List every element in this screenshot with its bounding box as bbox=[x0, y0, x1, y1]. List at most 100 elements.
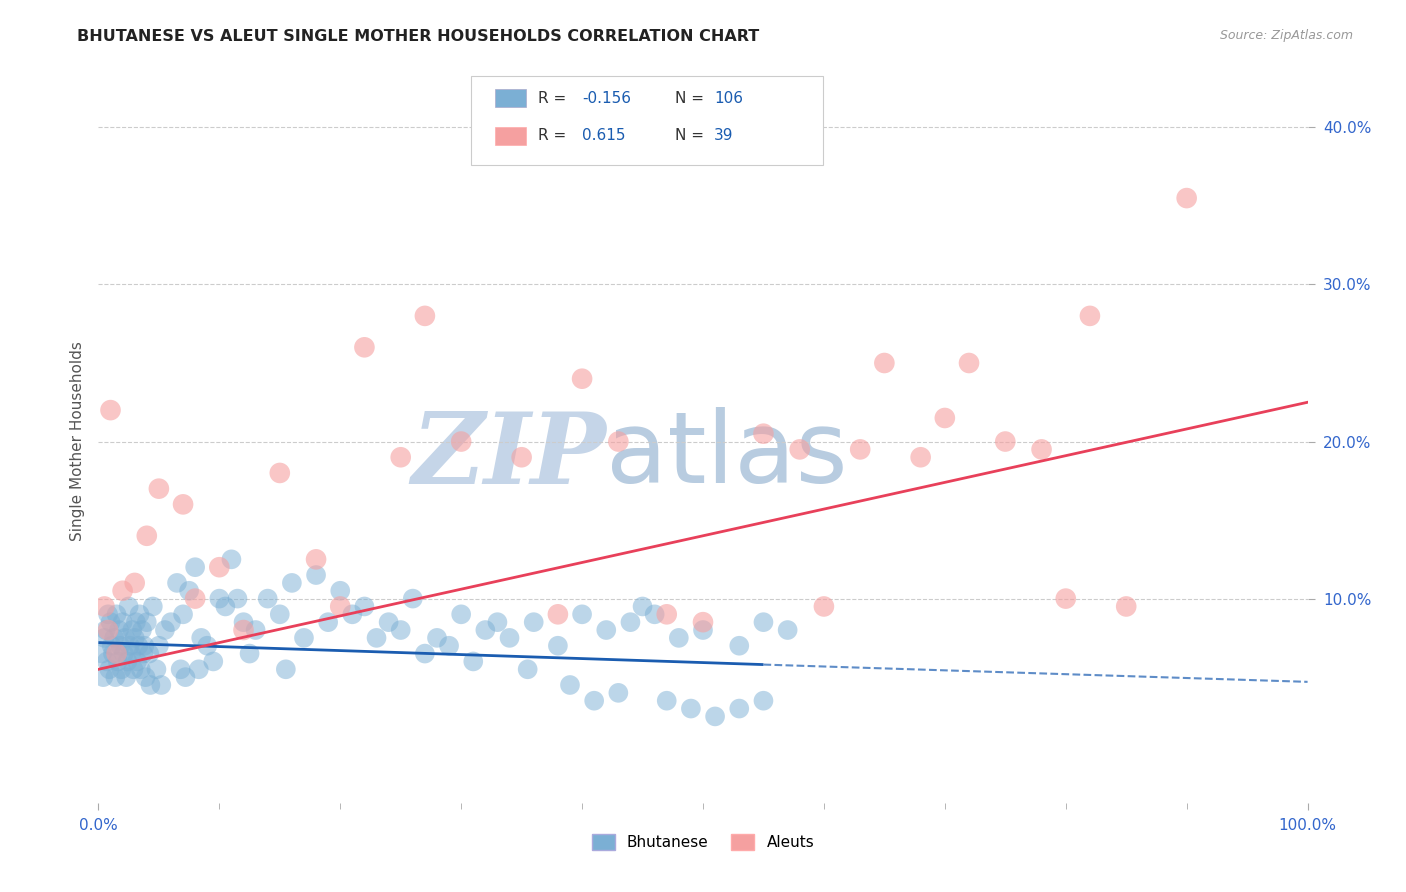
Point bbox=[571, 607, 593, 622]
Text: N =: N = bbox=[675, 91, 709, 106]
Point bbox=[100, 403, 122, 417]
Point bbox=[269, 466, 291, 480]
Point bbox=[202, 655, 225, 669]
Point bbox=[776, 623, 799, 637]
Point bbox=[849, 442, 872, 457]
Point bbox=[142, 599, 165, 614]
Point bbox=[172, 497, 194, 511]
Point bbox=[148, 639, 170, 653]
Point bbox=[813, 599, 835, 614]
Legend: Bhutanese, Aleuts: Bhutanese, Aleuts bbox=[585, 829, 821, 856]
Point bbox=[118, 639, 141, 653]
Point bbox=[174, 670, 197, 684]
Point bbox=[450, 434, 472, 449]
Point bbox=[91, 647, 114, 661]
Point bbox=[305, 568, 328, 582]
Point bbox=[111, 615, 134, 630]
Point bbox=[281, 575, 304, 590]
Point bbox=[752, 694, 775, 708]
Point bbox=[125, 615, 148, 630]
Point bbox=[100, 639, 122, 653]
Point bbox=[131, 623, 153, 637]
Point bbox=[148, 482, 170, 496]
Point bbox=[692, 623, 714, 637]
Point bbox=[153, 623, 176, 637]
Text: R =: R = bbox=[538, 91, 572, 106]
Point bbox=[150, 678, 173, 692]
Point bbox=[195, 639, 218, 653]
Point bbox=[134, 639, 156, 653]
Point bbox=[108, 623, 131, 637]
Point bbox=[97, 607, 120, 622]
Point bbox=[245, 623, 267, 637]
Point bbox=[389, 450, 412, 465]
Point bbox=[139, 678, 162, 692]
Point bbox=[256, 591, 278, 606]
Text: ZIP: ZIP bbox=[412, 408, 606, 504]
Point bbox=[135, 670, 157, 684]
Point bbox=[274, 662, 297, 676]
Point bbox=[910, 450, 932, 465]
Point bbox=[112, 647, 135, 661]
Point bbox=[122, 662, 145, 676]
Point bbox=[547, 639, 569, 653]
Point bbox=[728, 701, 751, 715]
Point bbox=[292, 631, 315, 645]
Point bbox=[190, 631, 212, 645]
Point bbox=[1115, 599, 1137, 614]
Point bbox=[486, 615, 509, 630]
Text: BHUTANESE VS ALEUT SINGLE MOTHER HOUSEHOLDS CORRELATION CHART: BHUTANESE VS ALEUT SINGLE MOTHER HOUSEHO… bbox=[77, 29, 759, 44]
Point bbox=[789, 442, 811, 457]
Point bbox=[437, 639, 460, 653]
Point bbox=[413, 647, 436, 661]
Point bbox=[128, 607, 150, 622]
Point bbox=[97, 623, 120, 637]
Point bbox=[595, 623, 617, 637]
Point bbox=[377, 615, 399, 630]
Point bbox=[631, 599, 654, 614]
Point bbox=[232, 623, 254, 637]
Point bbox=[342, 607, 364, 622]
Point bbox=[752, 426, 775, 441]
Point bbox=[124, 631, 146, 645]
Point bbox=[98, 662, 121, 676]
Point bbox=[474, 623, 496, 637]
Point bbox=[127, 655, 149, 669]
Point bbox=[118, 599, 141, 614]
Point bbox=[124, 575, 146, 590]
Point bbox=[668, 631, 690, 645]
Point bbox=[316, 615, 339, 630]
Point bbox=[644, 607, 666, 622]
Point bbox=[96, 655, 118, 669]
Point bbox=[94, 623, 117, 637]
Point bbox=[172, 607, 194, 622]
Point bbox=[366, 631, 388, 645]
Point bbox=[169, 662, 191, 676]
Point bbox=[104, 670, 127, 684]
Point bbox=[329, 583, 352, 598]
Point bbox=[108, 639, 131, 653]
Point bbox=[516, 662, 538, 676]
Point bbox=[704, 709, 727, 723]
Point bbox=[1031, 442, 1053, 457]
Point bbox=[110, 662, 132, 676]
Point bbox=[655, 694, 678, 708]
Point bbox=[1078, 309, 1101, 323]
Point bbox=[873, 356, 896, 370]
Point bbox=[135, 529, 157, 543]
Point bbox=[583, 694, 606, 708]
Point bbox=[145, 662, 167, 676]
Point bbox=[607, 686, 630, 700]
Point bbox=[934, 411, 956, 425]
Point bbox=[103, 631, 125, 645]
Point bbox=[413, 309, 436, 323]
Point bbox=[571, 372, 593, 386]
Point bbox=[93, 631, 115, 645]
Text: 106: 106 bbox=[714, 91, 744, 106]
Text: atlas: atlas bbox=[606, 408, 848, 505]
Point bbox=[166, 575, 188, 590]
Point bbox=[226, 591, 249, 606]
Point bbox=[121, 623, 143, 637]
Text: Source: ZipAtlas.com: Source: ZipAtlas.com bbox=[1219, 29, 1353, 42]
Point bbox=[389, 623, 412, 637]
